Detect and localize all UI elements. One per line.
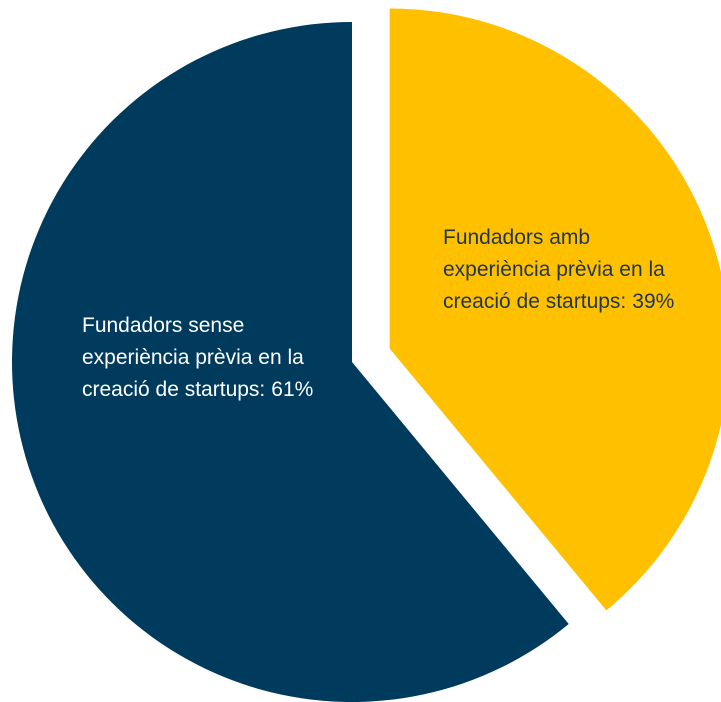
category-label: Fundadors amb experiència prèvia en la c… — [443, 226, 665, 313]
pie-slice — [389, 8, 721, 611]
category-label: Fundadors sense experiència prèvia en la… — [82, 314, 304, 401]
slice-label: Fundadors amb experiència prèvia en la c… — [443, 222, 703, 318]
slice-label: Fundadors sense experiència prèvia en la… — [82, 310, 342, 406]
pie-slice — [12, 22, 569, 702]
value-label: 61% — [271, 378, 314, 401]
value-label: 39% — [632, 290, 675, 313]
